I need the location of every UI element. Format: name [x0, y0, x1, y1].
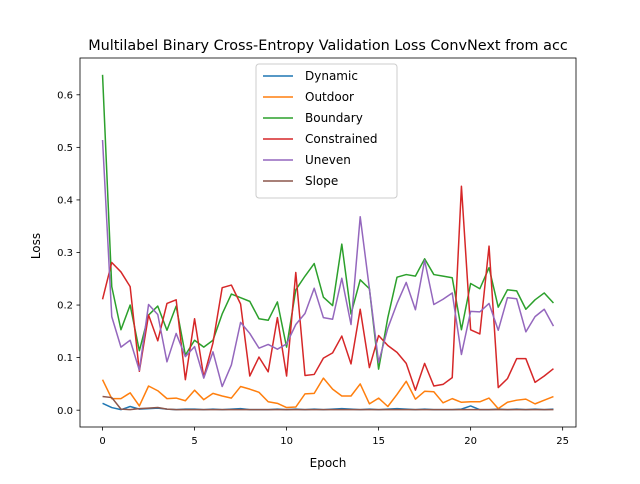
series-line-outdoor: [101, 377, 554, 410]
chart-title: Multilabel Binary Cross-Entropy Validati…: [88, 38, 568, 54]
y-axis: 0.0 0.1 0.2 0.3 0.4 0.5 0.6: [57, 90, 80, 417]
x-tick-label: 25: [556, 436, 569, 447]
y-tick-label: 0.4: [57, 196, 73, 207]
y-tick-label: 0.5: [57, 143, 73, 154]
legend-label: Constrained: [305, 132, 378, 146]
y-axis-label: Loss: [29, 233, 43, 259]
legend-label: Dynamic: [305, 69, 358, 83]
x-axis: 0 5 10 15 20 25: [99, 427, 569, 447]
legend: Dynamic Outdoor Boundary Constrained Uneven S…: [255, 63, 398, 199]
x-tick-label: 0: [99, 436, 105, 447]
legend-label: Slope: [305, 174, 338, 188]
legend-label: Boundary: [305, 111, 363, 125]
series-line-slope: [102, 395, 554, 411]
y-tick-label: 0.6: [57, 90, 73, 101]
series-line-constrained: [101, 185, 554, 391]
series-line-uneven: [101, 139, 555, 388]
series-lines: [101, 74, 555, 411]
plot-area: [79, 57, 577, 428]
y-tick-label: 0.3: [57, 248, 73, 259]
axes-frame: [79, 57, 577, 428]
legend-label: Uneven: [305, 153, 351, 167]
x-tick-label: 5: [191, 436, 197, 447]
x-tick-label: 15: [372, 436, 385, 447]
x-axis-label: Epoch: [310, 456, 347, 470]
x-tick-label: 10: [280, 436, 293, 447]
legend-label: Outdoor: [305, 90, 354, 104]
y-tick-label: 0.1: [57, 353, 73, 364]
x-tick-label: 20: [464, 436, 477, 447]
y-tick-label: 0.0: [57, 406, 73, 417]
y-tick-label: 0.2: [57, 301, 73, 312]
